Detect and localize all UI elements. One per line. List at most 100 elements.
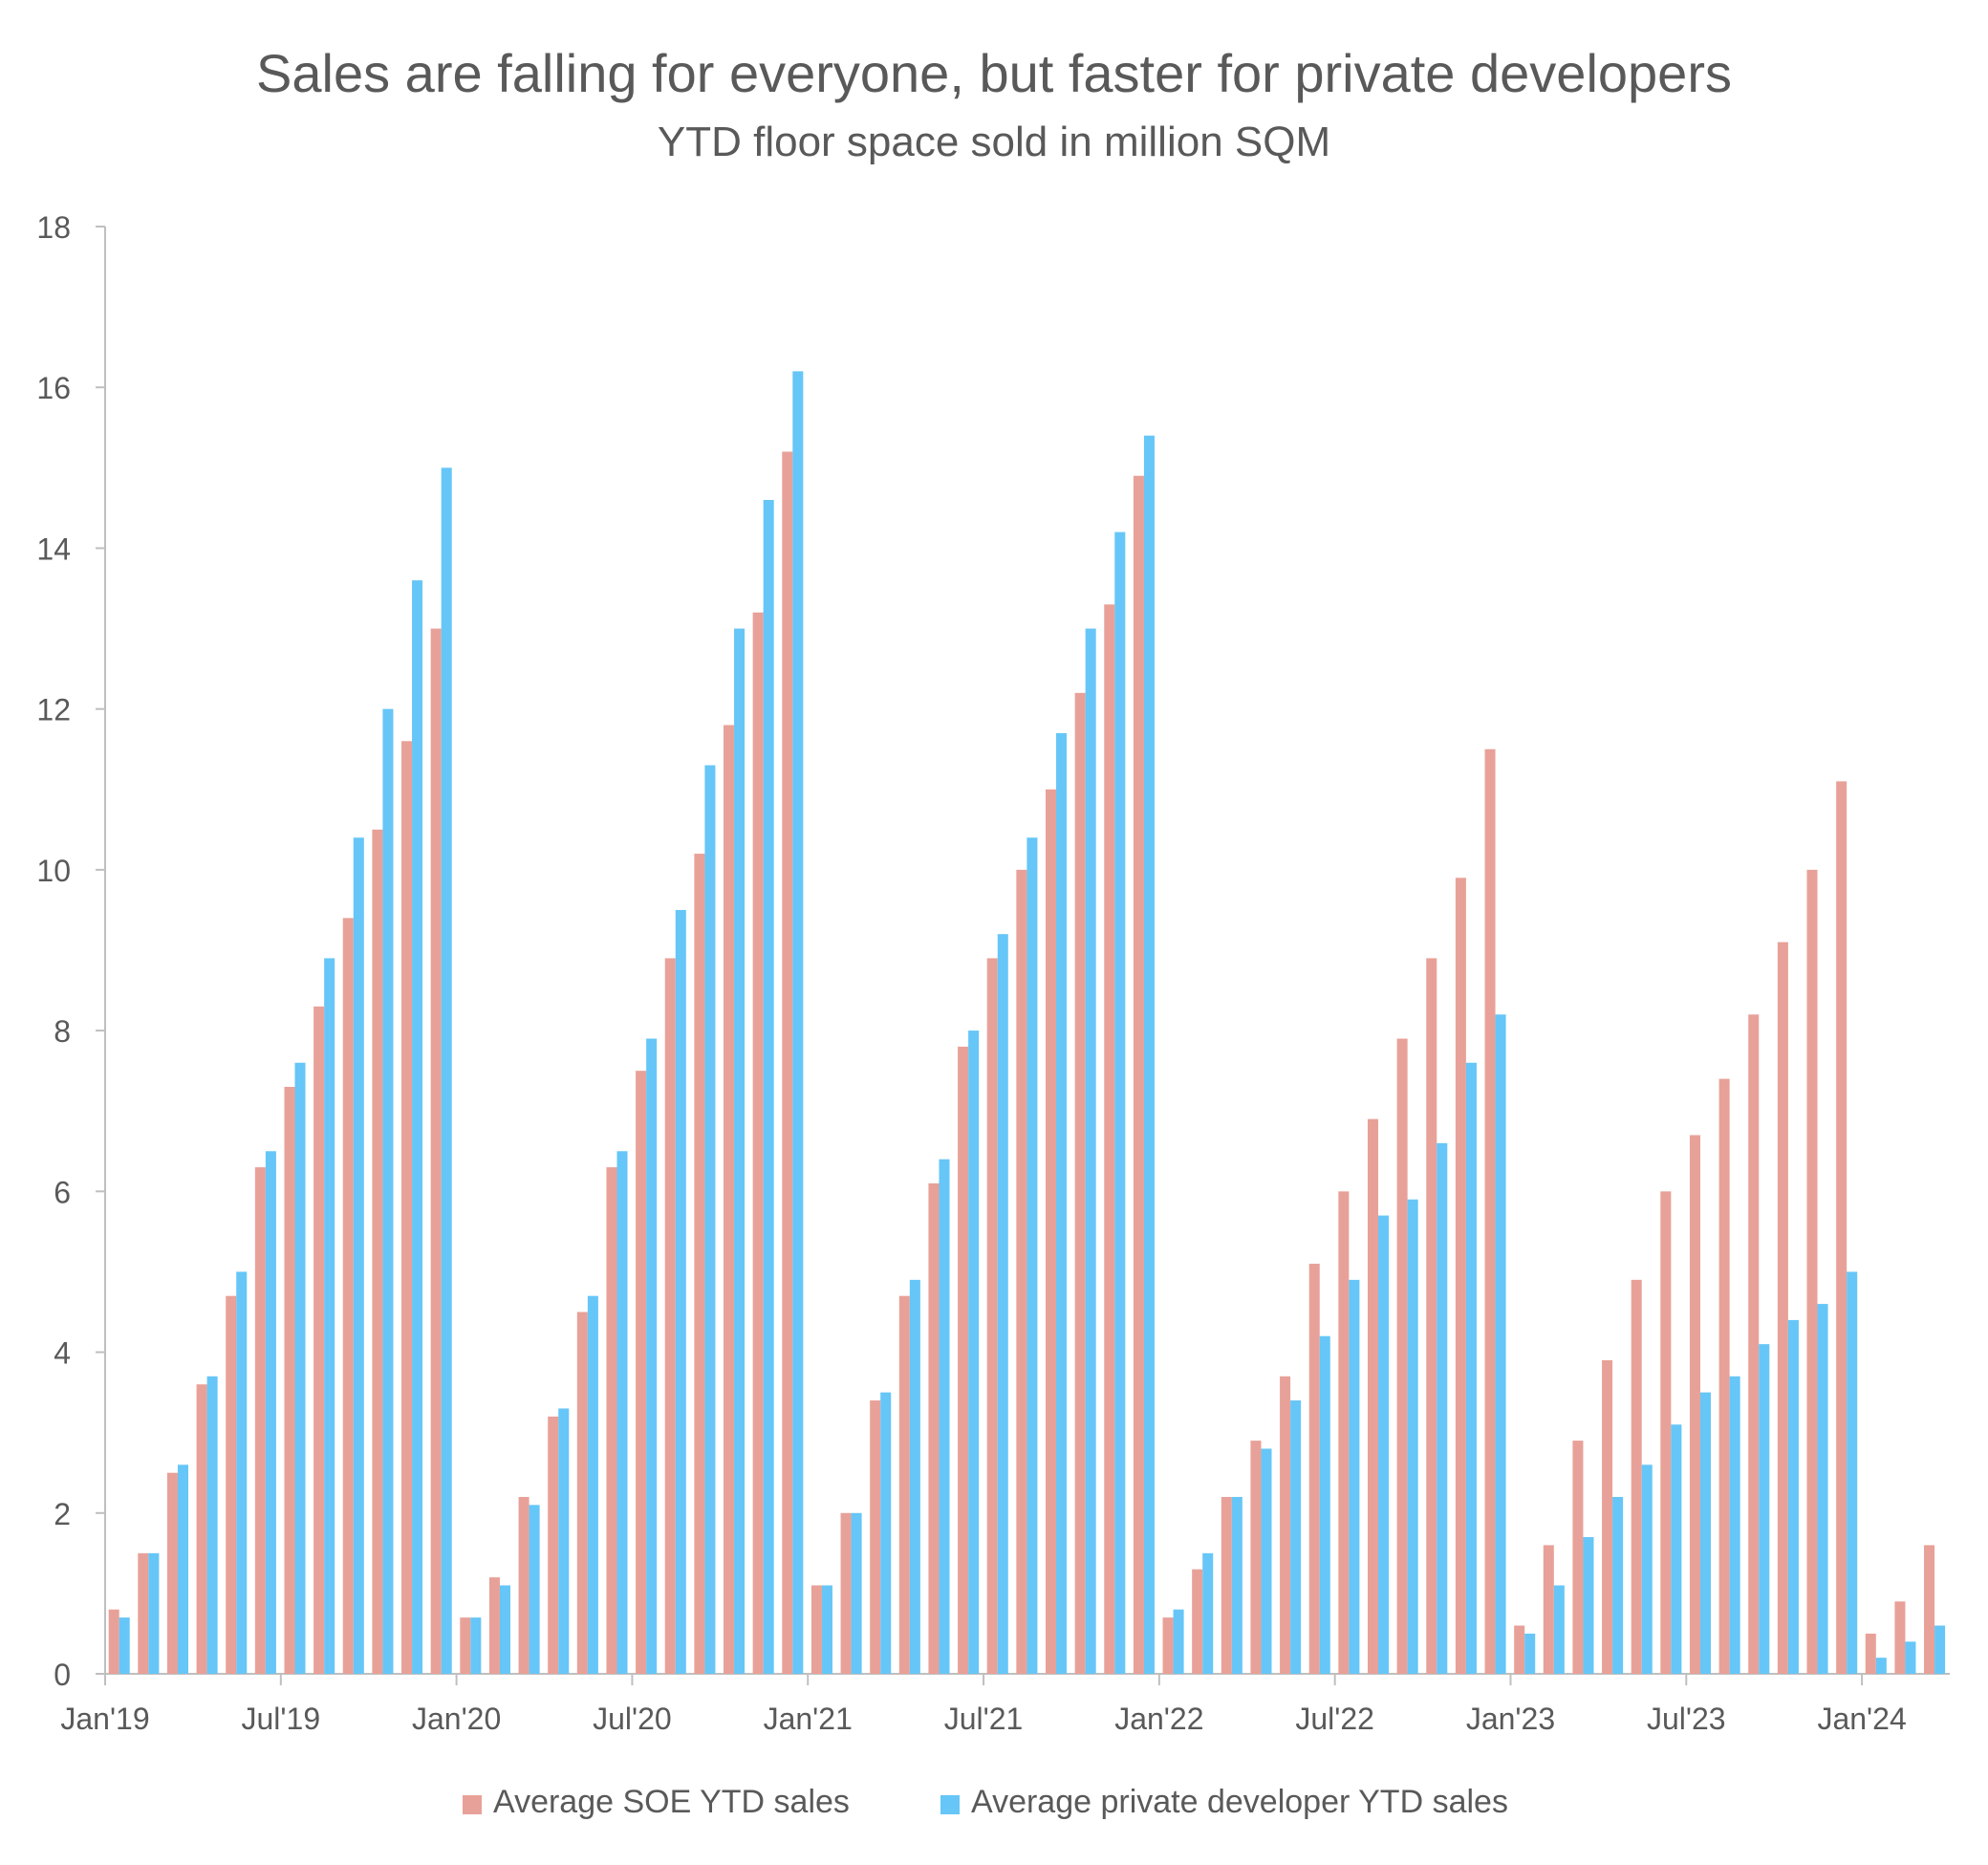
private-bar bbox=[1612, 1496, 1624, 1674]
private-bar bbox=[1465, 1062, 1477, 1674]
soe-bar bbox=[108, 1609, 119, 1674]
soe-bar bbox=[1836, 781, 1848, 1674]
soe-bar bbox=[548, 1416, 559, 1674]
private-bar bbox=[1290, 1400, 1302, 1674]
soe-bar bbox=[694, 854, 705, 1674]
private-bar bbox=[1143, 435, 1155, 1675]
soe-bar bbox=[254, 1167, 266, 1674]
soe-bar bbox=[1133, 475, 1144, 1674]
private-bar bbox=[1699, 1392, 1712, 1674]
private-bar bbox=[1641, 1464, 1653, 1674]
private-bar bbox=[1934, 1625, 1946, 1674]
soe-bar bbox=[1192, 1569, 1203, 1674]
private-bar bbox=[382, 708, 394, 1674]
private-bar bbox=[851, 1512, 862, 1674]
private-bar bbox=[1553, 1585, 1565, 1674]
soe-bar bbox=[928, 1182, 940, 1674]
private-bar bbox=[206, 1376, 218, 1674]
private-bar bbox=[792, 371, 804, 1674]
soe-bar bbox=[284, 1086, 295, 1674]
private-bar bbox=[909, 1279, 920, 1674]
private-bar bbox=[1202, 1552, 1214, 1674]
y-tick-label: 8 bbox=[54, 1014, 71, 1049]
y-tick-label: 2 bbox=[54, 1497, 71, 1531]
private-bar bbox=[704, 765, 716, 1674]
private-bar bbox=[1729, 1376, 1740, 1674]
y-tick-label: 12 bbox=[36, 693, 71, 727]
legend-swatch-private bbox=[940, 1795, 960, 1814]
private-bar bbox=[880, 1392, 892, 1674]
soe-bar bbox=[1016, 869, 1027, 1674]
private-bar bbox=[821, 1585, 832, 1674]
private-bar bbox=[119, 1617, 130, 1674]
soe-bar bbox=[870, 1400, 881, 1674]
soe-bar bbox=[752, 612, 764, 1674]
legend-label-private: Average private developer YTD sales bbox=[971, 1784, 1508, 1820]
soe-bar bbox=[1924, 1545, 1935, 1674]
soe-bar bbox=[1104, 604, 1115, 1674]
soe-bar bbox=[401, 741, 413, 1674]
soe-bar bbox=[1045, 789, 1057, 1674]
private-bar bbox=[1231, 1496, 1242, 1674]
private-bar bbox=[587, 1295, 598, 1674]
soe-bar bbox=[1514, 1625, 1525, 1674]
private-bar bbox=[177, 1464, 188, 1674]
y-tick-label: 16 bbox=[36, 371, 71, 405]
soe-bar bbox=[782, 451, 793, 1674]
soe-bar bbox=[166, 1472, 178, 1674]
private-bar bbox=[148, 1552, 160, 1674]
private-bar bbox=[529, 1505, 540, 1674]
y-tick-label: 18 bbox=[36, 210, 71, 245]
x-tick-label: Jul'23 bbox=[1647, 1702, 1726, 1736]
soe-bar bbox=[1689, 1135, 1700, 1674]
private-bar bbox=[1817, 1304, 1828, 1674]
soe-bar bbox=[724, 725, 735, 1674]
soe-bar bbox=[1308, 1264, 1320, 1674]
private-bar bbox=[646, 1038, 658, 1674]
private-bar bbox=[1875, 1658, 1887, 1674]
x-tick-label: Jan'23 bbox=[1466, 1702, 1555, 1736]
legend-label-soe: Average SOE YTD sales bbox=[493, 1784, 850, 1820]
x-tick-label: Jan'21 bbox=[764, 1702, 853, 1736]
x-tick-label: Jan'20 bbox=[412, 1702, 501, 1736]
soe-bar bbox=[488, 1577, 500, 1674]
private-bar bbox=[1173, 1609, 1184, 1674]
soe-bar bbox=[1777, 942, 1788, 1674]
private-bar bbox=[675, 909, 686, 1674]
soe-bar bbox=[636, 1071, 647, 1674]
soe-bar bbox=[1748, 1014, 1760, 1674]
private-bar bbox=[294, 1062, 306, 1674]
soe-bar bbox=[138, 1552, 149, 1674]
private-bar bbox=[1085, 628, 1096, 1674]
private-bar bbox=[1349, 1279, 1360, 1674]
private-bar bbox=[1583, 1537, 1594, 1674]
private-bar bbox=[939, 1159, 950, 1674]
soe-bar bbox=[1572, 1441, 1584, 1674]
soe-bar bbox=[1806, 869, 1818, 1674]
soe-bar bbox=[372, 829, 383, 1674]
x-tick-label: Jul'19 bbox=[242, 1702, 321, 1736]
private-bar bbox=[1407, 1199, 1418, 1674]
x-tick-label: Jul'22 bbox=[1295, 1702, 1374, 1736]
soe-bar bbox=[196, 1384, 207, 1674]
private-bar bbox=[499, 1585, 510, 1674]
private-bar bbox=[1759, 1344, 1770, 1674]
private-bar bbox=[1056, 732, 1068, 1674]
soe-bar bbox=[1484, 748, 1496, 1674]
private-bar bbox=[1319, 1335, 1330, 1674]
soe-bar bbox=[1338, 1191, 1350, 1674]
x-tick-label: Jul'20 bbox=[593, 1702, 672, 1736]
soe-bar bbox=[1074, 692, 1086, 1674]
soe-bar bbox=[313, 1006, 325, 1674]
y-tick-label: 10 bbox=[36, 854, 71, 888]
soe-bar bbox=[1543, 1545, 1554, 1674]
x-tick-label: Jan'19 bbox=[60, 1702, 149, 1736]
private-bar bbox=[616, 1151, 628, 1674]
x-tick-label: Jan'24 bbox=[1817, 1702, 1906, 1736]
y-tick-label: 0 bbox=[54, 1658, 71, 1692]
private-bar bbox=[236, 1271, 248, 1674]
soe-bar bbox=[342, 918, 354, 1674]
private-bar bbox=[763, 499, 774, 1674]
legend-swatch-soe bbox=[463, 1795, 482, 1814]
